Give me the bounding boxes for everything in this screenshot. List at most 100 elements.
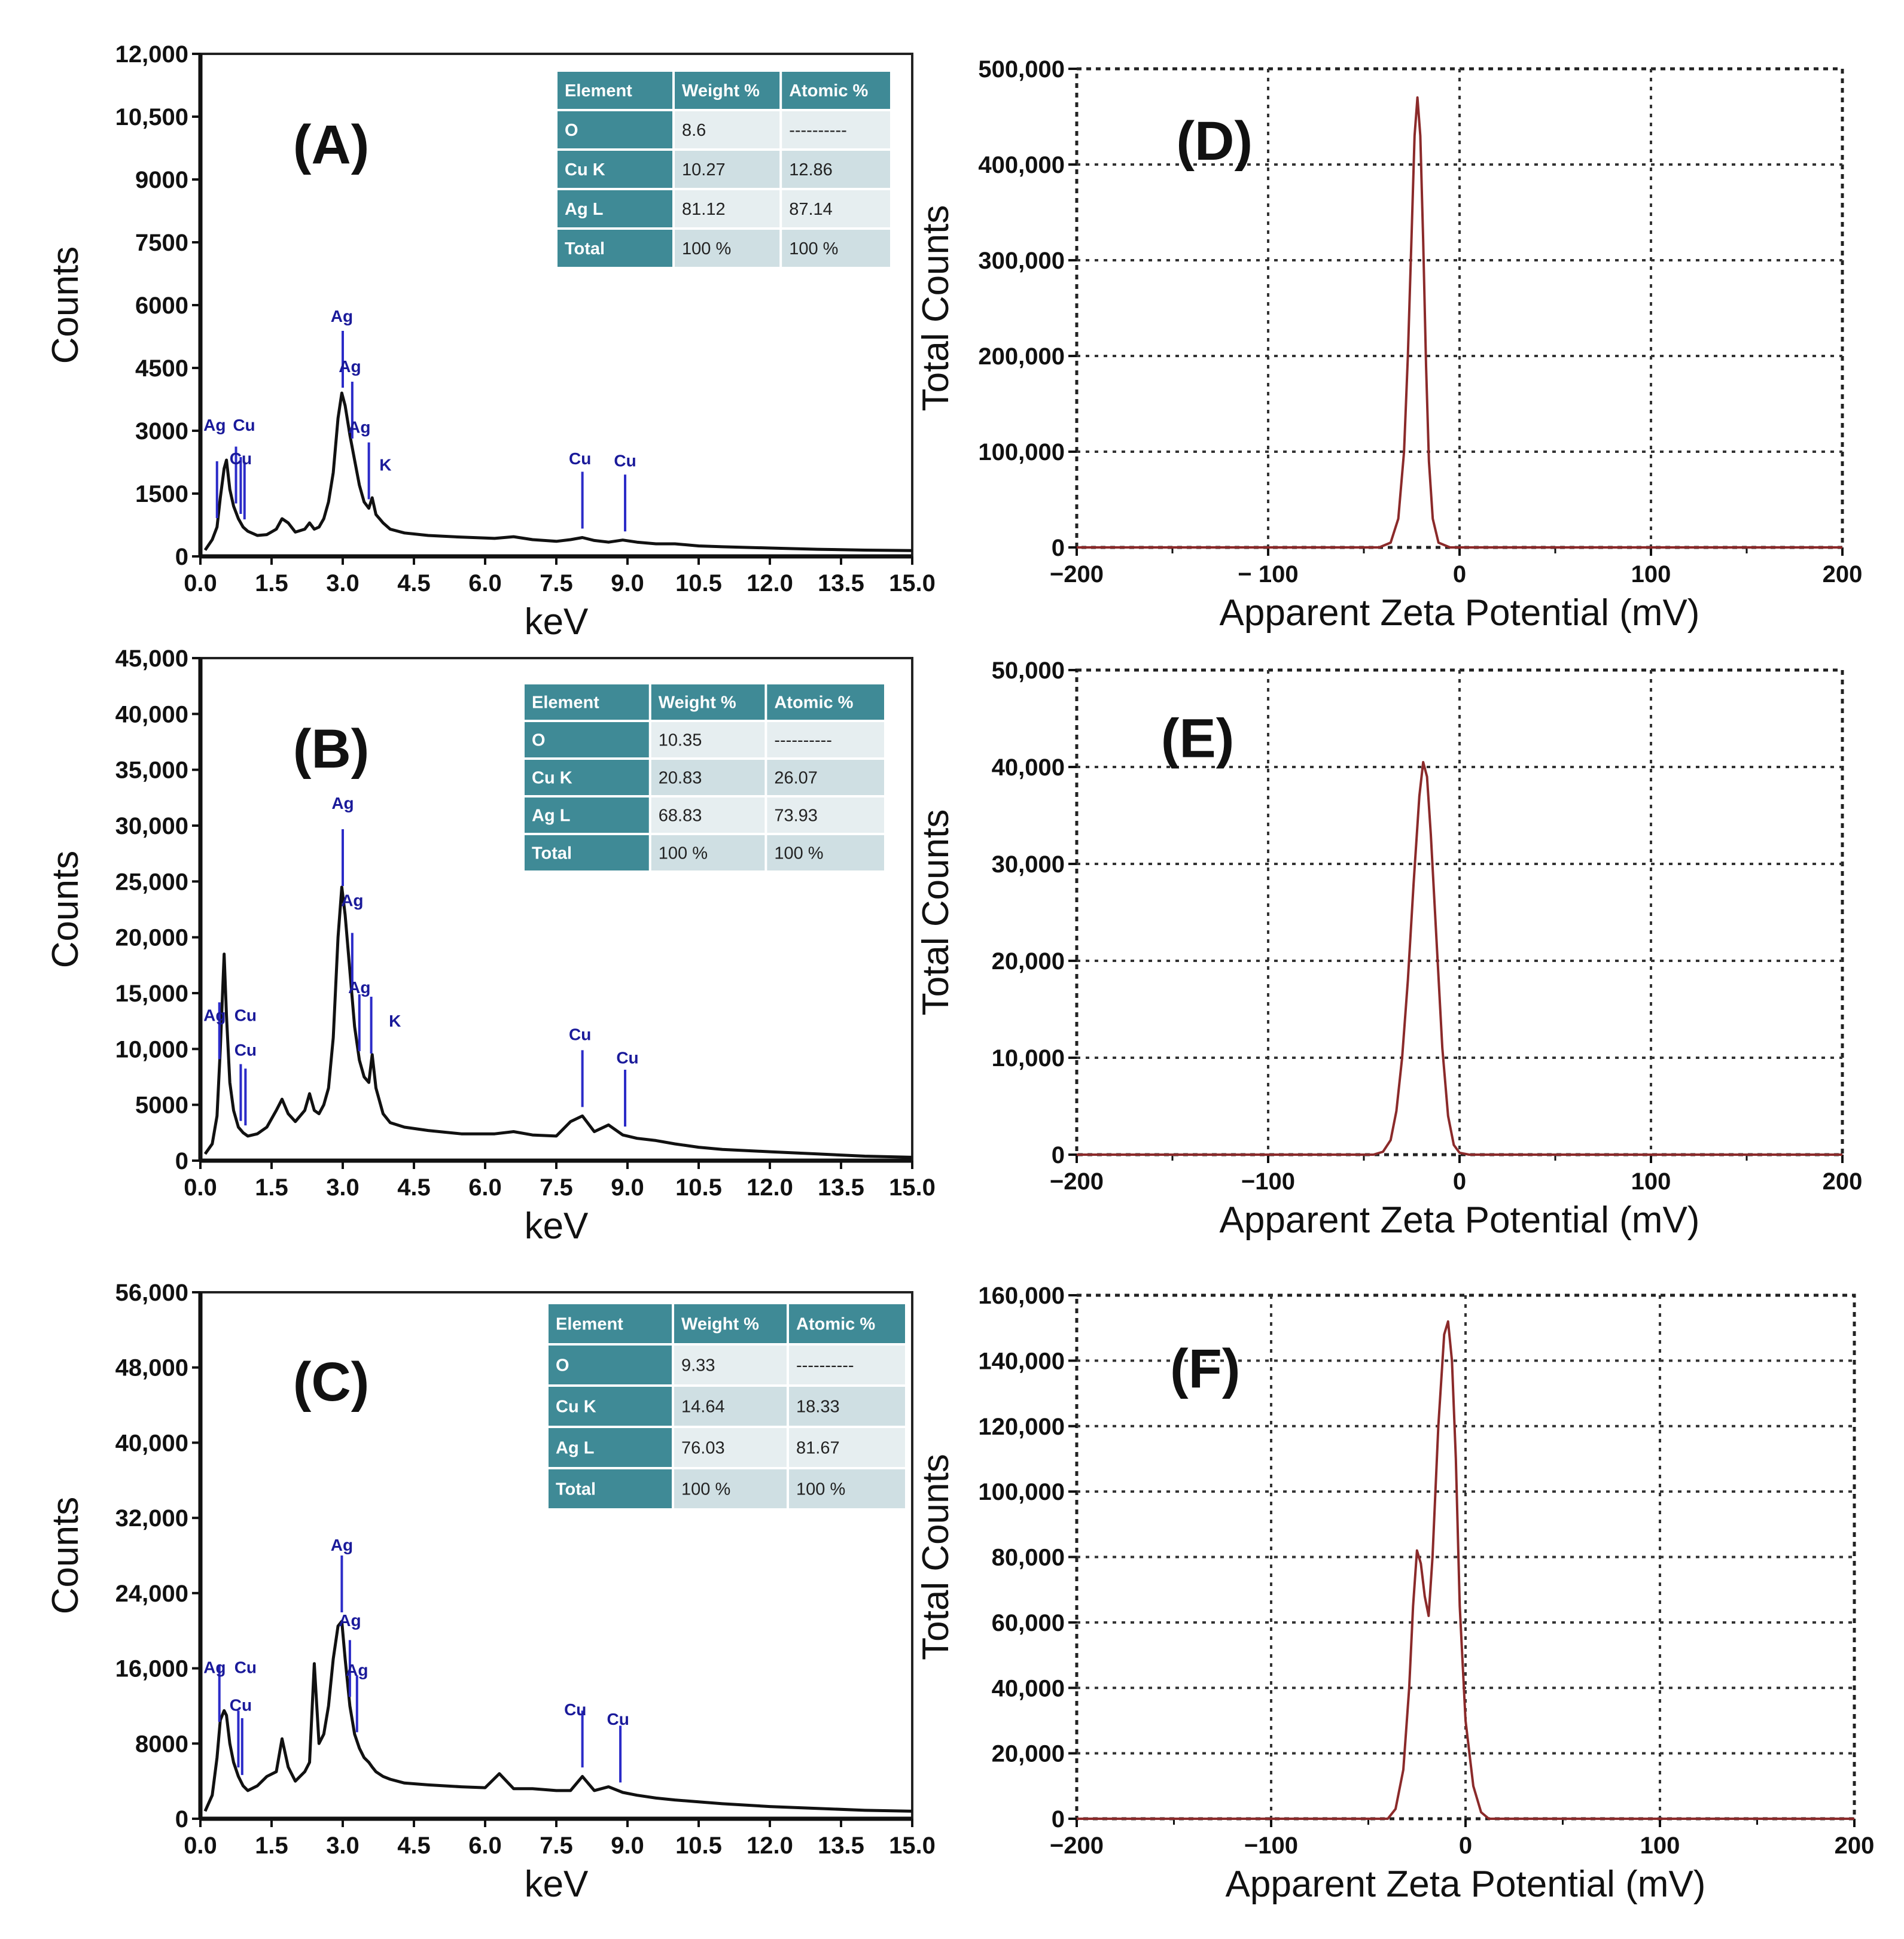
panel-label: (F)	[1170, 1338, 1240, 1399]
table-value-text: 9.33	[681, 1356, 715, 1375]
y-axis-title: Total Counts	[915, 1454, 956, 1660]
table-header-cell	[558, 72, 672, 109]
table-key-cell	[558, 230, 672, 267]
table-value-text: ----------	[789, 121, 847, 140]
x-tick-label: 0.0	[184, 570, 217, 596]
x-tick-label: 1.5	[255, 1174, 288, 1201]
table-value-cell	[675, 190, 780, 227]
y-tick-label: 500,000	[978, 56, 1065, 83]
table-header-cell	[651, 684, 765, 720]
y-tick-label: 0	[1052, 535, 1065, 561]
table-value-text: 73.93	[774, 806, 818, 826]
peak-label: Ag	[331, 794, 354, 812]
y-tick-label: 15,000	[115, 981, 188, 1007]
table-header-text: Atomic %	[796, 1315, 875, 1334]
y-tick-label: 400,000	[978, 152, 1065, 178]
y-tick-label: 4500	[135, 355, 188, 382]
panel-label: (B)	[293, 719, 370, 780]
table-header-cell	[767, 684, 884, 720]
x-tick-label: 0	[1459, 1833, 1472, 1859]
y-tick-label: 35,000	[115, 757, 188, 784]
table-value-text: 68.83	[659, 806, 702, 826]
x-tick-label: 0.0	[184, 1174, 217, 1201]
table-value-cell	[651, 722, 765, 757]
y-tick-label: 200,000	[978, 343, 1065, 370]
table-key-cell	[525, 835, 649, 870]
table-header-text: Element	[565, 81, 632, 101]
peak-label: Ag	[331, 307, 353, 325]
table-value-cell	[789, 1387, 905, 1426]
table-header-text: Element	[532, 693, 599, 713]
table-value-text: ----------	[774, 731, 832, 750]
x-tick-label: −100	[1241, 1168, 1295, 1195]
table-value-cell	[767, 797, 884, 833]
y-axis-title: Counts	[45, 1497, 86, 1614]
peak-label: Ag	[331, 1536, 353, 1554]
table-value-cell	[651, 797, 765, 833]
x-tick-label: 1.5	[255, 1833, 288, 1859]
y-tick-label: 10,500	[115, 104, 188, 130]
table-key-text: Total	[532, 844, 572, 863]
peak-label: Ag	[339, 1611, 361, 1630]
table-value-text: 81.12	[682, 200, 726, 219]
table-key-cell	[525, 797, 649, 833]
x-tick-label: 4.5	[397, 570, 431, 596]
table-value-text: 12.86	[789, 160, 833, 179]
table-value-cell	[782, 190, 890, 227]
peak-label: Cu	[564, 1700, 586, 1719]
y-tick-label: 25,000	[115, 869, 188, 895]
y-tick-label: 0	[175, 1148, 188, 1174]
table-value-cell	[674, 1346, 787, 1384]
table-value-text: 100 %	[681, 1480, 730, 1499]
y-tick-label: 50,000	[992, 658, 1065, 684]
y-tick-label: 5000	[135, 1092, 188, 1119]
x-tick-label: 15.0	[889, 570, 936, 596]
table-value-cell	[674, 1387, 787, 1426]
peak-label: Ag	[346, 1661, 368, 1679]
x-tick-label: 9.0	[611, 570, 644, 596]
peak-label: Cu	[569, 449, 591, 468]
table-value-cell	[782, 230, 890, 267]
table-key-text: Ag L	[532, 806, 570, 826]
x-axis-title: Apparent Zeta Potential (mV)	[1220, 592, 1700, 634]
y-tick-label: 40,000	[992, 1675, 1065, 1701]
x-tick-label: 9.0	[611, 1174, 644, 1201]
x-tick-label: 6.0	[468, 570, 502, 596]
table-key-cell	[549, 1346, 672, 1384]
panel-label: (A)	[293, 114, 370, 175]
x-tick-label: −200	[1050, 1833, 1104, 1859]
table-key-text: Ag L	[556, 1439, 594, 1458]
table-value-text: 10.35	[659, 731, 702, 750]
peak-label: Cu	[234, 1041, 257, 1060]
data-series-line	[1077, 760, 1842, 1156]
table-key-cell	[558, 151, 672, 188]
x-tick-label: 13.5	[818, 1174, 864, 1201]
y-tick-label: 0	[1052, 1806, 1065, 1833]
x-tick-label: −200	[1050, 1168, 1104, 1195]
table-header-text: Weight %	[681, 1315, 759, 1334]
x-tick-label: 100	[1640, 1833, 1680, 1859]
table-header-text: Element	[556, 1315, 623, 1334]
table-key-text: Cu K	[565, 160, 605, 179]
table-value-cell	[767, 760, 884, 795]
y-tick-label: 48,000	[115, 1355, 188, 1381]
panel-label: (C)	[293, 1351, 370, 1413]
y-tick-label: 20,000	[115, 925, 188, 951]
peak-label: Ag	[203, 416, 226, 434]
peak-label: Ag	[339, 357, 361, 376]
y-tick-label: 56,000	[115, 1280, 188, 1306]
x-tick-label: −200	[1050, 561, 1104, 588]
x-axis-title: keV	[525, 1206, 589, 1247]
chart-f: 0 20,000 40,000 60,000 80,000 100,000 120,000 1…	[915, 1283, 1874, 1905]
y-tick-label: 20,000	[992, 948, 1065, 975]
x-tick-label: 12.0	[747, 570, 793, 596]
peak-label: K	[389, 1012, 401, 1030]
y-tick-label: 40,000	[115, 1430, 188, 1456]
x-tick-label: 7.5	[540, 570, 573, 596]
x-tick-label: 6.0	[468, 1833, 502, 1859]
table-key-cell	[549, 1428, 672, 1467]
x-tick-label: 200	[1835, 1833, 1875, 1859]
table-key-cell	[549, 1469, 672, 1508]
table-value-cell	[651, 760, 765, 795]
